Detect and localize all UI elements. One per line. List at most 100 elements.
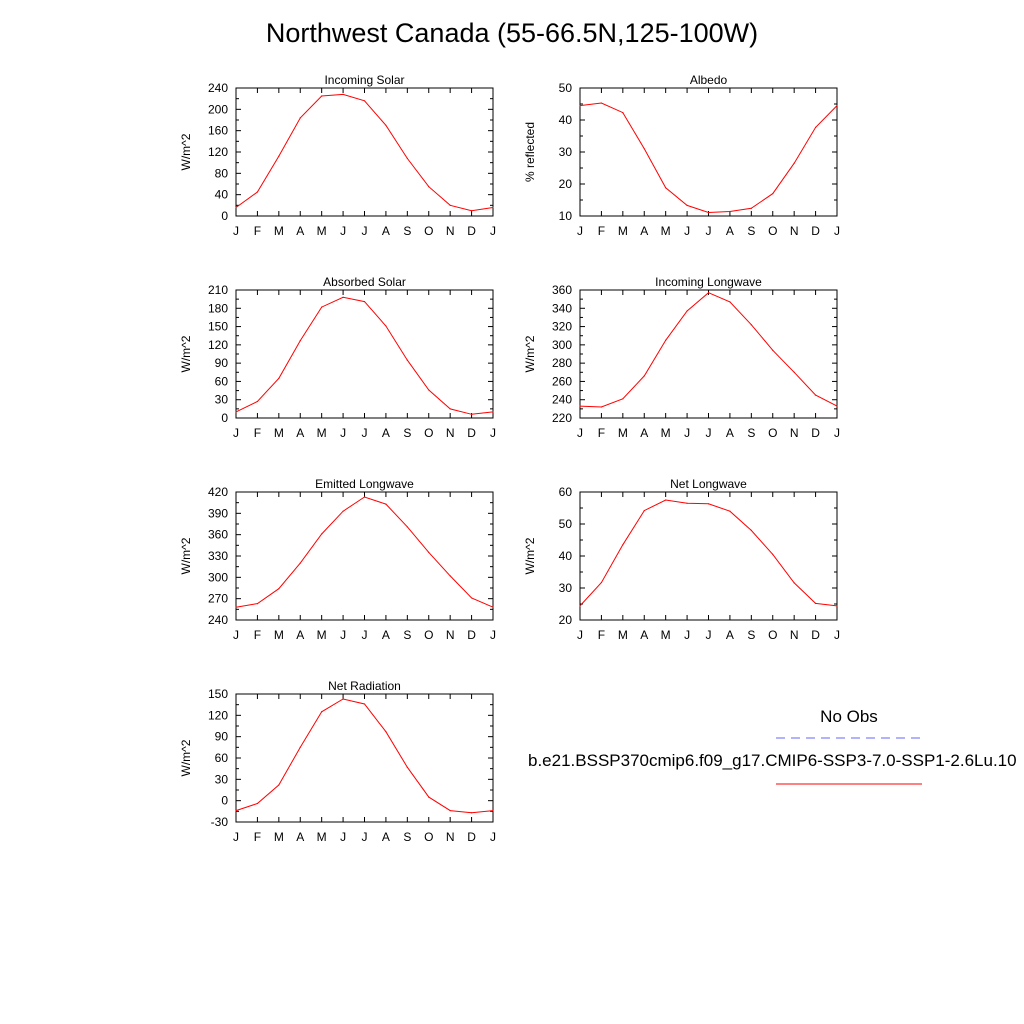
data-point	[600, 102, 603, 104]
y-tick-label: 30	[559, 581, 573, 595]
data-point	[686, 310, 688, 312]
y-tick-label: 0	[221, 209, 228, 223]
x-tick-label: J	[233, 628, 239, 642]
x-tick-label: S	[403, 830, 411, 844]
y-tick-label: 150	[208, 320, 228, 334]
x-tick-label: J	[834, 224, 840, 238]
x-tick-label: A	[382, 830, 390, 844]
chart-title: Incoming Solar	[324, 73, 404, 87]
y-tick-label: 420	[208, 485, 228, 499]
data-point	[793, 582, 795, 584]
data-point	[492, 606, 494, 608]
x-tick-label: M	[317, 426, 327, 440]
x-tick-label: N	[790, 628, 799, 642]
data-point	[665, 339, 667, 341]
y-tick-label: 30	[559, 145, 573, 159]
data-point	[235, 606, 237, 608]
x-tick-label: D	[811, 426, 820, 440]
data-point	[729, 210, 731, 213]
x-tick-label: A	[726, 426, 734, 440]
data-point	[836, 105, 838, 107]
x-tick-label: F	[254, 628, 261, 642]
x-tick-label: J	[362, 426, 368, 440]
x-tick-label: O	[768, 426, 777, 440]
y-tick-label: 200	[208, 102, 228, 116]
data-point	[385, 731, 387, 733]
x-tick-label: F	[254, 426, 261, 440]
y-axis-label: W/m^2	[179, 739, 193, 776]
x-tick-label: F	[598, 426, 605, 440]
data-point	[600, 581, 603, 584]
x-tick-label: J	[577, 224, 583, 238]
data-point	[428, 551, 430, 554]
data-point	[299, 339, 301, 342]
x-tick-label: N	[790, 224, 799, 238]
y-axis-label: W/m^2	[179, 133, 193, 170]
data-point	[750, 529, 752, 531]
data-point	[342, 93, 344, 95]
y-axis-label: W/m^2	[179, 335, 193, 372]
x-tick-label: O	[424, 224, 433, 238]
y-tick-label: 180	[208, 301, 228, 315]
x-tick-label: O	[424, 628, 433, 642]
data-point	[579, 605, 581, 607]
x-tick-label: J	[577, 426, 583, 440]
data-point	[385, 503, 387, 505]
series-line	[235, 296, 494, 415]
data-point	[579, 405, 581, 407]
x-tick-label: M	[618, 628, 628, 642]
plot-frame	[235, 289, 494, 419]
y-tick-label: -30	[211, 815, 229, 829]
data-point	[449, 204, 451, 206]
y-tick-label: 40	[215, 188, 229, 202]
y-tick-label: 90	[215, 730, 229, 744]
x-tick-label: D	[467, 224, 476, 238]
y-tick-label: 20	[559, 177, 573, 191]
data-point	[363, 703, 366, 705]
x-tick-label: J	[706, 426, 712, 440]
data-point	[278, 155, 280, 157]
data-point	[814, 602, 817, 604]
data-point	[622, 398, 624, 400]
y-tick-label: 50	[559, 81, 573, 95]
x-tick-label: A	[382, 426, 390, 440]
x-tick-label: O	[768, 224, 777, 238]
y-tick-label: 30	[215, 393, 229, 407]
y-tick-label: 210	[208, 283, 228, 297]
data-point	[686, 502, 688, 504]
x-tick-label: D	[811, 628, 820, 642]
x-tick-label: A	[726, 628, 734, 642]
x-tick-label: A	[296, 426, 304, 440]
x-tick-label: F	[254, 224, 261, 238]
x-tick-label: J	[834, 426, 840, 440]
y-tick-label: 390	[208, 506, 228, 520]
x-tick-label: J	[834, 628, 840, 642]
y-tick-label: 240	[552, 393, 572, 407]
series-line	[235, 496, 494, 608]
data-point	[363, 496, 366, 498]
y-axis-label: W/m^2	[523, 335, 537, 372]
x-tick-label: M	[661, 628, 671, 642]
x-tick-label: J	[684, 628, 690, 642]
x-tick-label: J	[362, 224, 368, 238]
data-point	[470, 597, 473, 599]
data-point	[600, 406, 603, 408]
x-tick-label: J	[233, 830, 239, 844]
y-tick-label: 80	[215, 166, 229, 180]
y-tick-label: 300	[552, 338, 572, 352]
data-point	[750, 324, 752, 326]
data-point	[492, 810, 494, 812]
y-tick-label: 160	[208, 124, 228, 138]
y-tick-label: 120	[208, 708, 228, 722]
data-point	[729, 510, 731, 512]
data-point	[449, 408, 451, 410]
data-point	[406, 157, 408, 159]
data-point	[321, 306, 323, 308]
data-point	[256, 802, 259, 805]
